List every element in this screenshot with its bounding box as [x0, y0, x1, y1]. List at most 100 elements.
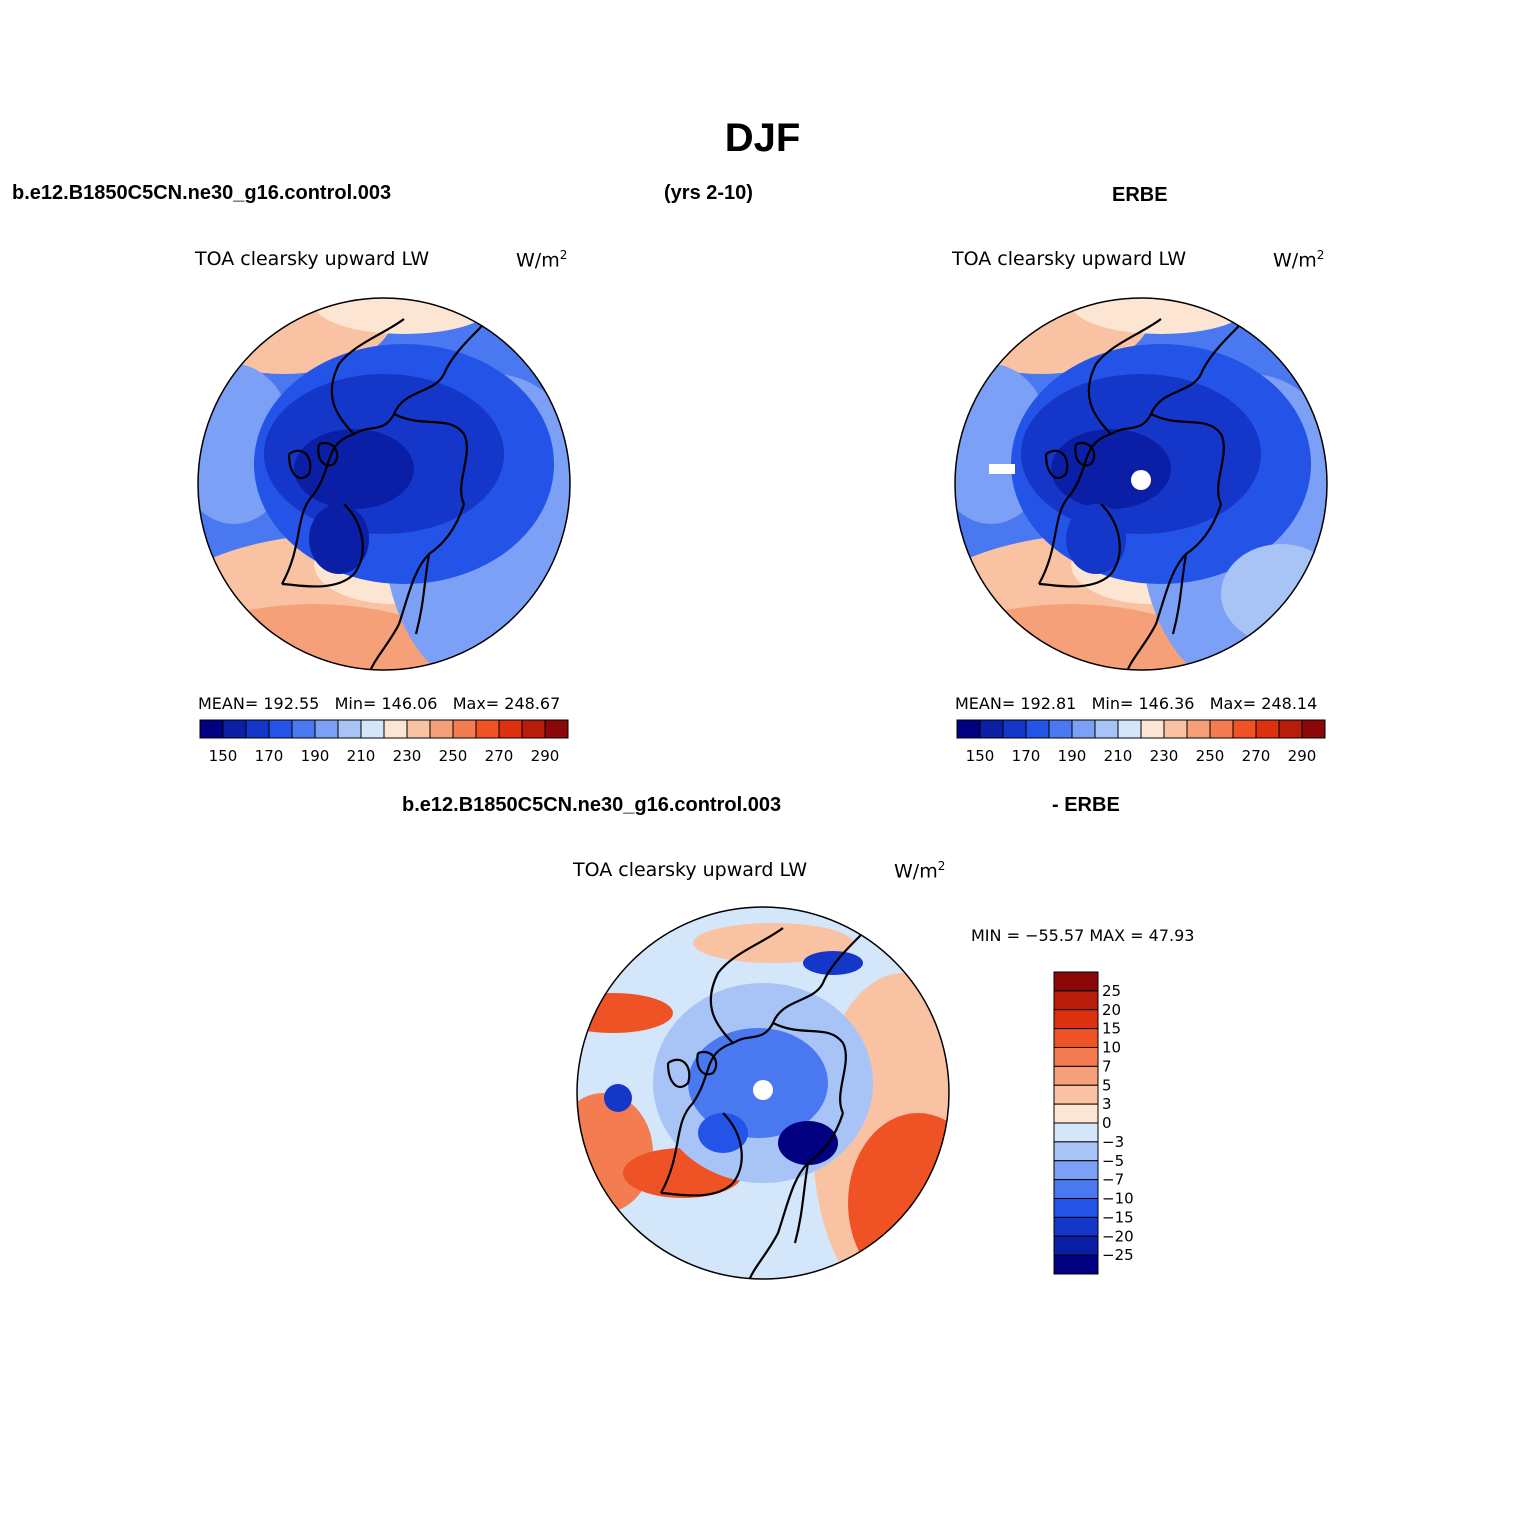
colorbar-tick-label: 15 — [1102, 1020, 1121, 1038]
colorbar-tick-label: 210 — [347, 747, 376, 765]
coastline — [793, 1162, 810, 1244]
colorbar-swatch — [1053, 1160, 1099, 1181]
colorbar-tick-label: 10 — [1102, 1039, 1121, 1057]
colorbar-swatch — [1053, 1179, 1099, 1199]
colorbar-tick-label: 290 — [531, 747, 560, 765]
model-stats: MEAN= 192.55 Min= 146.06 Max= 248.67 — [198, 694, 561, 713]
colorbar-tick-label: 250 — [1196, 747, 1225, 765]
missing-data-patch — [989, 464, 1015, 474]
colorbar-tick-label: 290 — [1288, 747, 1317, 765]
colorbar-tick-label: 170 — [1012, 747, 1041, 765]
colorbar-tick-label: 230 — [1150, 747, 1179, 765]
coastline — [1044, 449, 1069, 479]
coastline — [287, 449, 312, 479]
coastline — [393, 413, 468, 505]
coastlines — [1038, 313, 1252, 670]
coastline — [660, 922, 874, 1194]
colorbar-swatch — [452, 719, 477, 739]
field-region — [1071, 298, 1251, 334]
diff-minmax: MIN = −55.57 MAX = 47.93 — [971, 926, 1195, 945]
colorbar-swatch — [222, 719, 247, 739]
map-outline — [197, 297, 571, 671]
missing-data-pole — [753, 1080, 773, 1100]
colorbar-tick-label: 25 — [1102, 982, 1121, 1000]
obs-name-header: ERBE — [1112, 184, 1168, 206]
model-polar-map — [197, 297, 571, 671]
colorbar-tick-label: 190 — [301, 747, 330, 765]
diff-case-name-header: b.e12.B1850C5CN.ne30_g16.control.003 — [402, 794, 782, 816]
colorbar-tick-label: 270 — [1242, 747, 1271, 765]
years-header: (yrs 2-10) — [664, 182, 753, 204]
colorbar-tick-label: 5 — [1102, 1076, 1112, 1094]
field-region — [778, 1121, 838, 1165]
map-outline — [954, 297, 1328, 671]
figure-title: DJF — [724, 116, 801, 160]
field-region — [604, 1084, 632, 1112]
colorbar-tick-label: 0 — [1102, 1114, 1112, 1132]
colorbar-tick-label: 190 — [1058, 747, 1087, 765]
colorbar-swatch — [406, 719, 431, 739]
colorbar-swatch — [1048, 719, 1073, 739]
coastline — [414, 553, 431, 635]
obs-panel-title: TOA clearsky upward LW — [952, 248, 1187, 270]
colorbar-swatch — [1002, 719, 1027, 739]
coastline — [281, 313, 495, 585]
colorbar-swatch — [1301, 719, 1326, 739]
case-name-header: b.e12.B1850C5CN.ne30_g16.control.003 — [12, 182, 392, 204]
colorbar-tick-label: 230 — [393, 747, 422, 765]
colorbar-tick-label: −3 — [1102, 1133, 1124, 1151]
model-panel-units: W/m2 — [516, 248, 568, 272]
coastline — [666, 1058, 691, 1088]
colorbar-swatch — [1053, 1122, 1099, 1143]
coastline — [367, 503, 466, 670]
colorbar-swatch — [1053, 971, 1099, 992]
coastline — [696, 1050, 718, 1076]
colorbar-tick-label: 7 — [1102, 1057, 1112, 1075]
model-colorbar: 150 170 190 210 230 250 270 290 — [199, 719, 569, 765]
coastline — [660, 1112, 743, 1197]
map-field — [198, 298, 570, 670]
colorbar-tick-label: 20 — [1102, 1001, 1121, 1019]
colorbar-swatch — [1053, 1235, 1099, 1256]
colorbar-swatch — [1025, 719, 1050, 739]
coastline — [1171, 553, 1188, 635]
coastline — [1074, 441, 1096, 467]
colorbar-swatch — [383, 719, 408, 739]
diff-panel-title: TOA clearsky upward LW — [573, 859, 808, 881]
colorbar-tick-label: −25 — [1102, 1246, 1134, 1264]
diff-panel-units: W/m2 — [894, 859, 946, 883]
colorbar-swatch — [245, 719, 270, 739]
obs-polar-map — [954, 297, 1328, 671]
obs-panel-units: W/m2 — [1273, 248, 1325, 272]
coastline — [746, 1112, 845, 1279]
colorbar-swatch — [1053, 1028, 1099, 1048]
colorbar-swatch — [1053, 1103, 1099, 1124]
diff-polar-map — [576, 906, 950, 1280]
colorbar-tick-label: 210 — [1104, 747, 1133, 765]
coastline — [317, 441, 339, 467]
field-region — [693, 923, 853, 963]
colorbar-swatch — [1186, 719, 1211, 739]
colorbar-tick-label: 150 — [966, 747, 995, 765]
map-outline — [576, 906, 950, 1280]
field-region — [294, 429, 414, 509]
colorbar-swatch — [199, 719, 224, 739]
colorbar-swatch — [291, 719, 316, 739]
colorbar-swatch — [956, 719, 981, 739]
colorbar-swatch — [429, 719, 454, 739]
colorbar-swatch — [314, 719, 339, 739]
colorbar-swatch — [1071, 719, 1096, 739]
colorbar-swatch — [1053, 1047, 1099, 1067]
colorbar-swatch — [1117, 719, 1142, 739]
coastline — [1150, 413, 1225, 505]
colorbar-swatch — [1053, 1141, 1099, 1162]
colorbar-swatch — [1053, 1065, 1099, 1086]
field-region — [803, 951, 863, 975]
colorbar-swatch — [1140, 719, 1165, 739]
colorbar-tick-label: −5 — [1102, 1152, 1124, 1170]
colorbar-tick-label: 170 — [255, 747, 284, 765]
colorbar-swatch — [360, 719, 385, 739]
colorbar-swatch — [1209, 719, 1234, 739]
coastline — [281, 503, 364, 588]
